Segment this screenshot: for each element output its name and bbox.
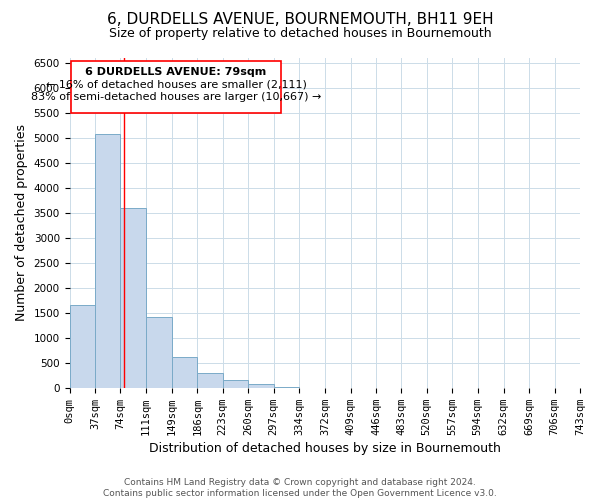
Text: 83% of semi-detached houses are larger (10,667) →: 83% of semi-detached houses are larger (… [31,92,321,102]
Text: ← 16% of detached houses are smaller (2,111): ← 16% of detached houses are smaller (2,… [46,80,307,90]
Bar [70,305,95,388]
Bar [248,384,274,388]
Bar [274,387,299,388]
FancyBboxPatch shape [71,60,281,112]
X-axis label: Distribution of detached houses by size in Bournemouth: Distribution of detached houses by size … [149,442,501,455]
Bar [197,372,223,388]
Text: 6 DURDELLS AVENUE: 79sqm: 6 DURDELLS AVENUE: 79sqm [85,66,266,76]
Bar [146,317,172,388]
Y-axis label: Number of detached properties: Number of detached properties [15,124,28,321]
Text: Size of property relative to detached houses in Bournemouth: Size of property relative to detached ho… [109,28,491,40]
Bar [223,380,248,388]
Bar [121,208,146,388]
Text: 6, DURDELLS AVENUE, BOURNEMOUTH, BH11 9EH: 6, DURDELLS AVENUE, BOURNEMOUTH, BH11 9E… [107,12,493,28]
Bar [172,357,197,388]
Text: Contains HM Land Registry data © Crown copyright and database right 2024.
Contai: Contains HM Land Registry data © Crown c… [103,478,497,498]
Bar [95,134,121,388]
